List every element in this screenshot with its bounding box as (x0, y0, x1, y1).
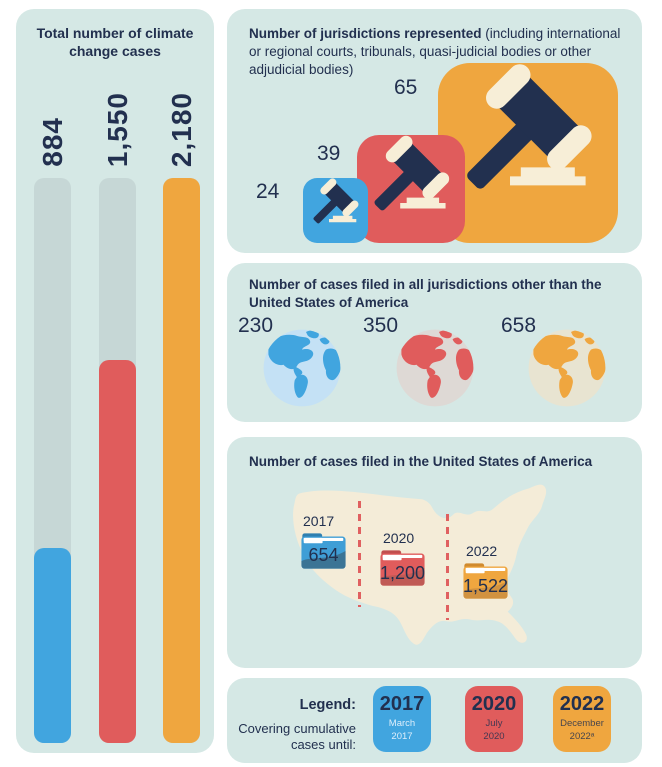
bar-value-2017: 884 (36, 117, 68, 167)
bar-fill-2022 (163, 178, 200, 743)
jurisdictions-count-2020: 39 (317, 142, 341, 165)
jurisdictions-panel: Number of jurisdictions represented (inc… (227, 9, 642, 253)
bar-track-2022 (163, 178, 200, 743)
bar-value-2020: 1,550 (101, 91, 133, 167)
legend-chip-2022: 2022 December 2022ᵃ (553, 686, 611, 752)
legend-chip-year: 2017 (379, 693, 425, 715)
usa-count-2017: 654 (308, 545, 339, 565)
bar-value-2022: 2,180 (165, 91, 197, 167)
legend-text: Legend: Covering cumulative cases until: (236, 697, 356, 753)
gavel-icon (357, 135, 465, 243)
gavel-icon (303, 178, 368, 243)
usa-count-2022: 1,522 (463, 576, 509, 596)
jurisdictions-title: Number of jurisdictions represented (inc… (249, 25, 631, 78)
legend-chip-year: 2020 (471, 693, 517, 715)
folder-icon-2022: 1,522 (463, 562, 508, 600)
legend-chip-2020: 2020 July 2020 (465, 686, 523, 752)
bar-fill-2017 (34, 548, 71, 743)
usa-panel: Number of cases filed in the United Stat… (227, 437, 642, 668)
legend-chip-sublabel: July 2020 (483, 718, 505, 742)
gavel-square-2020 (357, 135, 465, 243)
legend-title: Legend: (299, 697, 356, 713)
jurisdictions-title-rest: (including international or regional cou… (249, 26, 621, 77)
bar-track-2017 (34, 178, 71, 743)
bar-track-2020 (99, 178, 136, 743)
total-cases-title: Total number of climate change cases (36, 25, 194, 60)
other-count-2020: 350 (363, 314, 399, 337)
divider-dashed-line-1 (358, 501, 361, 607)
globe-icon-2020 (396, 329, 475, 407)
gavel-square-2017 (303, 178, 368, 243)
usa-year-2020: 2020 (383, 530, 415, 546)
usa-year-2017: 2017 (303, 513, 335, 529)
gavel-icon (438, 63, 618, 243)
legend-subtitle-line2: cases until: (290, 736, 356, 752)
legend-subtitle-line1: Covering cumulative (238, 721, 356, 736)
legend-chip-2017: 2017 March 2017 (373, 686, 431, 752)
folder-icon-2020: 1,200 (380, 549, 425, 587)
usa-year-2022: 2022 (466, 543, 498, 559)
globe-icon-2022 (528, 329, 607, 407)
jurisdictions-count-2022: 65 (394, 76, 418, 99)
other-jurisdictions-title: Number of cases filed in all jurisdictio… (249, 277, 602, 310)
legend-chip-sublabel: March 2017 (388, 718, 416, 742)
gavel-square-2022 (438, 63, 618, 243)
folder-icon-2017: 654 (301, 532, 346, 570)
usa-count-2020: 1,200 (380, 563, 426, 583)
usa-title: Number of cases filed in the United Stat… (249, 454, 593, 469)
total-cases-panel: Total number of climate change cases 884… (16, 9, 214, 753)
legend-chip-sublabel: December 2022ᵃ (560, 718, 604, 742)
bar-fill-2020 (99, 360, 136, 743)
legend-panel: Legend: Covering cumulative cases until:… (227, 678, 642, 763)
legend-chip-year: 2022 (559, 693, 605, 715)
other-count-2022: 658 (501, 314, 537, 337)
jurisdictions-title-bold: Number of jurisdictions represented (249, 26, 482, 41)
other-count-2017: 230 (238, 314, 274, 337)
other-jurisdictions-panel: Number of cases filed in all jurisdictio… (227, 263, 642, 422)
jurisdictions-count-2017: 24 (256, 180, 280, 203)
divider-dashed-line-2 (446, 514, 449, 620)
globe-icon-2017 (263, 329, 342, 407)
